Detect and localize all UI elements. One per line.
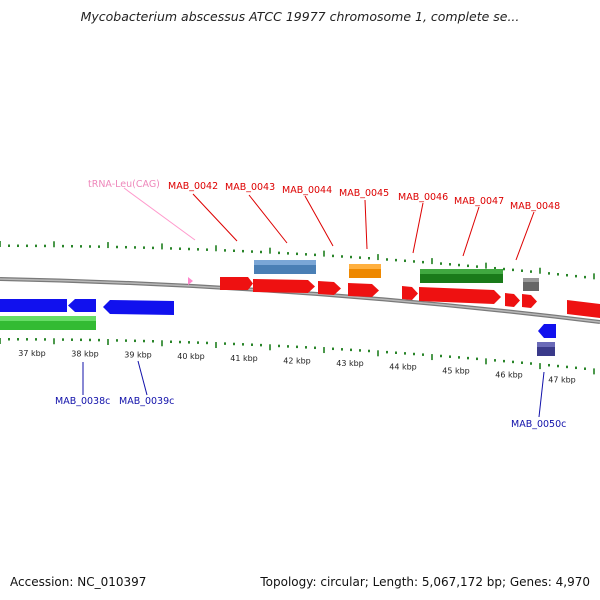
gene-label-mab-0038c[interactable]: MAB_0038c xyxy=(55,396,110,407)
cds-arrow[interactable] xyxy=(0,299,67,312)
cds-arrow[interactable] xyxy=(538,324,556,338)
accession-text: Accession: NC_010397 xyxy=(10,575,147,589)
cds-arrow[interactable] xyxy=(419,287,501,304)
scale-label: 37 kbp xyxy=(18,349,46,358)
cds-arrow[interactable] xyxy=(522,294,537,308)
gene-label-mab-0042[interactable]: MAB_0042 xyxy=(168,181,218,192)
cds-arrow[interactable] xyxy=(68,299,96,312)
bottom-label-leaders xyxy=(82,360,545,418)
scale-label: 41 kbp xyxy=(230,354,258,363)
gene-label-mab-0039c[interactable]: MAB_0039c xyxy=(119,396,174,407)
cds-arrow[interactable] xyxy=(103,300,174,315)
outer-tick-ring xyxy=(0,241,595,280)
cds-arrow[interactable] xyxy=(505,293,520,307)
cds-arrow[interactable] xyxy=(253,279,315,293)
scale-label: 42 kbp xyxy=(283,356,311,365)
gene-label-mab-0050c[interactable]: MAB_0050c xyxy=(511,419,566,430)
cds-arrow[interactable] xyxy=(567,300,600,318)
gene-label-mab-0045[interactable]: MAB_0045 xyxy=(339,188,389,199)
cds-arrow[interactable] xyxy=(220,277,253,290)
forward-cds-group xyxy=(220,277,600,318)
map-title: Mycobacterium abscessus ATCC 19977 chrom… xyxy=(80,9,520,24)
scale-label: 46 kbp xyxy=(495,371,523,380)
gene-label-mab-0043[interactable]: MAB_0043 xyxy=(225,182,275,193)
scale-label: 47 kbp xyxy=(548,375,576,384)
reverse-cds-group xyxy=(0,299,556,356)
top-label-leaders xyxy=(123,187,535,261)
trna-label[interactable]: tRNA-Leu(CAG) xyxy=(88,179,160,190)
scale-label: 44 kbp xyxy=(389,363,417,372)
gene-label-mab-0048[interactable]: MAB_0048 xyxy=(510,201,560,212)
cds-arrow[interactable] xyxy=(402,286,418,300)
cds-arrow[interactable] xyxy=(318,281,341,295)
scale-label: 38 kbp xyxy=(71,350,99,359)
scale-labels: 37 kbp 38 kbp 39 kbp 40 kbp 41 kbp 42 kbp 43 k… xyxy=(18,349,576,384)
trna-feature[interactable] xyxy=(188,277,193,285)
gene-label-mab-0044[interactable]: MAB_0044 xyxy=(282,185,332,196)
cds-arrow[interactable] xyxy=(348,283,379,297)
scale-label: 43 kbp xyxy=(336,359,364,368)
inner-tick-ring xyxy=(0,338,595,375)
scale-label: 39 kbp xyxy=(124,351,152,360)
scale-label: 40 kbp xyxy=(177,352,205,361)
gene-label-mab-0047[interactable]: MAB_0047 xyxy=(454,196,504,207)
topology-text: Topology: circular; Length: 5,067,172 bp… xyxy=(260,575,590,589)
scale-label: 45 kbp xyxy=(442,366,470,375)
gene-label-mab-0046[interactable]: MAB_0046 xyxy=(398,192,448,203)
